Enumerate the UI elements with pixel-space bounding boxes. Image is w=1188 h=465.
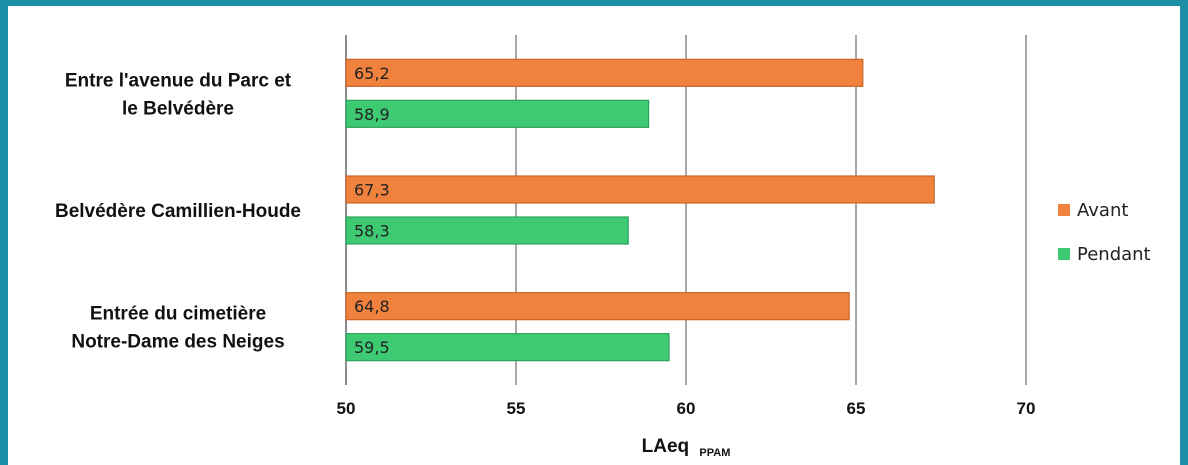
category-label: Belvédère Camillien-Houde: [55, 201, 301, 222]
bar-pendant: [345, 216, 629, 245]
data-label: 67,3: [354, 181, 390, 200]
category-label-line: le Belvédère: [122, 98, 234, 119]
category-label-line: Belvédère Camillien-Houde: [55, 201, 301, 222]
data-label: 59,5: [354, 338, 390, 357]
x-tick-label: 50: [337, 399, 356, 418]
data-label: 58,3: [354, 222, 390, 241]
grid-lines: [345, 35, 1027, 385]
legend-swatch-pendant: [1058, 248, 1070, 260]
x-tick-label: 60: [677, 399, 696, 418]
legend-label-avant: Avant: [1077, 200, 1128, 221]
category-label-line: Entrée du cimetière: [90, 304, 266, 325]
x-tick-labels: 50 55 60 65 70: [337, 399, 1036, 418]
data-label: 64,8: [354, 297, 390, 316]
category-labels: Entre l'avenue du Parc et le Belvédère Bel…: [55, 70, 301, 352]
category-label: Entre l'avenue du Parc et le Belvédère: [65, 70, 292, 119]
legend: Avant Pendant: [1058, 200, 1151, 265]
x-tick-label: 65: [847, 399, 866, 418]
x-axis-label-subscript: PPAM: [699, 447, 730, 459]
category-label: Entrée du cimetière Notre-Dame des Neiges: [71, 304, 284, 353]
category-label-line: Notre-Dame des Neiges: [71, 332, 284, 353]
bar-avant: [345, 175, 935, 204]
legend-label-pendant: Pendant: [1077, 244, 1151, 265]
x-tick-label: 70: [1017, 399, 1036, 418]
bar-avant: [345, 58, 864, 87]
bar-avant: [345, 292, 850, 321]
bar-pendant: [345, 333, 670, 362]
x-axis-label: LAeq PPAM: [642, 436, 731, 459]
data-label: 65,2: [354, 64, 390, 83]
x-tick-label: 55: [507, 399, 526, 418]
bar-pendant: [345, 99, 650, 128]
legend-swatch-avant: [1058, 204, 1070, 216]
data-label: 58,9: [354, 105, 390, 124]
bars: 65,2 58,9 67,3 58,3 64,8 59,5: [345, 58, 935, 362]
category-label-line: Entre l'avenue du Parc et: [65, 70, 292, 91]
x-axis-label-main: LAeq: [642, 436, 690, 457]
